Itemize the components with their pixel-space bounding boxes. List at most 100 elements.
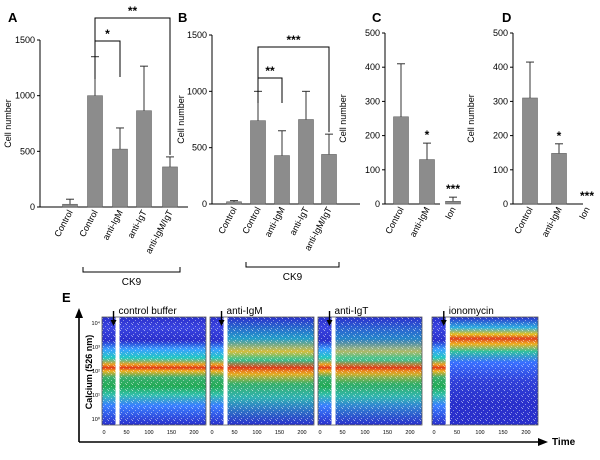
- addition-arrowhead: [440, 320, 447, 326]
- flow-x-tick-label: 50: [123, 430, 129, 436]
- y-axis-label: Cell number: [3, 99, 13, 148]
- injection-gap: [115, 317, 120, 425]
- flow-section: E Calcium (526 nm) Time control buffer 0 50 10…: [62, 290, 576, 448]
- injection-gap: [223, 317, 228, 425]
- significance-star: *: [557, 129, 562, 143]
- y-tick-label: 500: [493, 28, 508, 38]
- flow-x-tick-label: 150: [167, 430, 176, 436]
- flow-x-arrowhead: [538, 438, 548, 446]
- x-tick-label: anti-IgM: [408, 205, 432, 238]
- x-tick-label: Ion: [577, 205, 592, 221]
- flow-x-tick-label: 100: [144, 430, 153, 436]
- significance-bracket: [257, 77, 283, 103]
- x-tick-label: anti-IgT: [126, 208, 149, 240]
- flow-x-tick-label: 200: [521, 430, 530, 436]
- flow-x-tick-label: 0: [102, 430, 105, 436]
- bar: [250, 120, 266, 205]
- injection-gap: [445, 317, 450, 425]
- x-tick-label: Control: [77, 208, 99, 238]
- x-tick-label: Control: [216, 205, 238, 235]
- bar: [62, 203, 78, 208]
- y-tick-label: 200: [493, 131, 508, 141]
- flow-x-tick-label: 0: [318, 430, 321, 436]
- y-tick-label: 1000: [187, 86, 207, 96]
- x-tick-label: anti-IgT: [288, 205, 311, 237]
- bar: [226, 201, 242, 205]
- flow-x-tick-label: 150: [275, 430, 284, 436]
- panel-label: B: [178, 10, 187, 25]
- y-axis-label: Cell number: [338, 94, 348, 143]
- flow-panel-igm: anti-IgM 0 50 100 150 200: [209, 306, 315, 436]
- bar: [321, 154, 337, 205]
- flow-x-tick-label: 100: [475, 430, 484, 436]
- flow-frame: [101, 316, 207, 426]
- flow-panel-label: anti-IgT: [335, 306, 369, 317]
- flow-y-tick-label: 10²: [92, 369, 100, 375]
- flow-frame: [209, 316, 315, 426]
- flow-panel-label: control buffer: [119, 306, 178, 317]
- chart-d: D Cell number 0 100 200 300 400 500 Control anti-…: [466, 10, 594, 239]
- flow-x-tick-label: 200: [189, 430, 198, 436]
- bar: [112, 148, 128, 208]
- panel-label: D: [502, 10, 511, 25]
- flow-y-label: Calcium (526 nm): [84, 335, 94, 410]
- flow-frame: [431, 316, 539, 426]
- flow-x-tick-label: 150: [383, 430, 392, 436]
- flow-panel-label: ionomycin: [449, 306, 494, 317]
- significance-bracket: [94, 17, 171, 155]
- flow-y-tick-label: 10³: [92, 345, 100, 351]
- flow-y-arrowhead: [75, 308, 83, 318]
- significance-label: **: [128, 4, 138, 18]
- y-tick-label: 400: [365, 62, 380, 72]
- significance-star: ***: [580, 189, 594, 203]
- significance-star: ***: [446, 182, 460, 196]
- y-tick-label: 0: [503, 199, 508, 209]
- y-tick-label: 1500: [187, 30, 207, 40]
- y-tick-label: 400: [493, 62, 508, 72]
- flow-panel-igt: anti-IgT 0 50 100 150 200: [317, 306, 423, 436]
- flow-x-label: Time: [552, 437, 576, 448]
- y-tick-label: 200: [365, 131, 380, 141]
- injection-gap: [331, 317, 336, 425]
- addition-arrowhead: [326, 320, 333, 326]
- x-tick-label: Ion: [443, 205, 458, 221]
- flow-y-tick-label: 10⁰: [92, 416, 101, 423]
- y-tick-label: 500: [20, 146, 35, 156]
- y-tick-label: 0: [30, 202, 35, 212]
- x-tick-label: Control: [52, 208, 74, 238]
- y-tick-label: 500: [192, 143, 207, 153]
- bar: [522, 97, 538, 205]
- y-tick-label: 300: [365, 96, 380, 106]
- y-tick-label: 300: [493, 96, 508, 106]
- bar: [136, 110, 152, 208]
- significance-label: **: [265, 64, 275, 78]
- panel-label: C: [372, 10, 382, 25]
- flow-y-tick-label: 10⁴: [92, 320, 101, 327]
- x-tick-label: Control: [240, 205, 262, 235]
- y-tick-label: 1500: [15, 35, 35, 45]
- panel-label: E: [62, 290, 71, 305]
- flow-x-tick-label: 50: [339, 430, 345, 436]
- significance-bracket: [257, 46, 330, 133]
- bar: [274, 155, 290, 205]
- flow-panel-control: control buffer 0 50 100 150 200: [101, 306, 207, 436]
- y-axis-label: Cell number: [466, 94, 476, 143]
- flow-x-tick-label: 200: [405, 430, 414, 436]
- y-tick-label: 1000: [15, 91, 35, 101]
- y-tick-label: 0: [375, 199, 380, 209]
- bar: [445, 201, 461, 205]
- bar: [551, 153, 567, 205]
- x-tick-label: anti-IgM/IgT: [143, 208, 175, 256]
- flow-panel-iono: ionomycin 0 50 100 150 200: [431, 306, 539, 436]
- x-tick-label: anti-IgM: [101, 208, 125, 241]
- x-tick-label: Control: [512, 205, 534, 235]
- flow-x-tick-label: 50: [454, 430, 460, 436]
- flow-x-tick-label: 100: [252, 430, 261, 436]
- group-label: CK9: [283, 272, 303, 283]
- flow-x-tick-label: 0: [210, 430, 213, 436]
- flow-x-tick-label: 200: [297, 430, 306, 436]
- bar: [87, 95, 103, 208]
